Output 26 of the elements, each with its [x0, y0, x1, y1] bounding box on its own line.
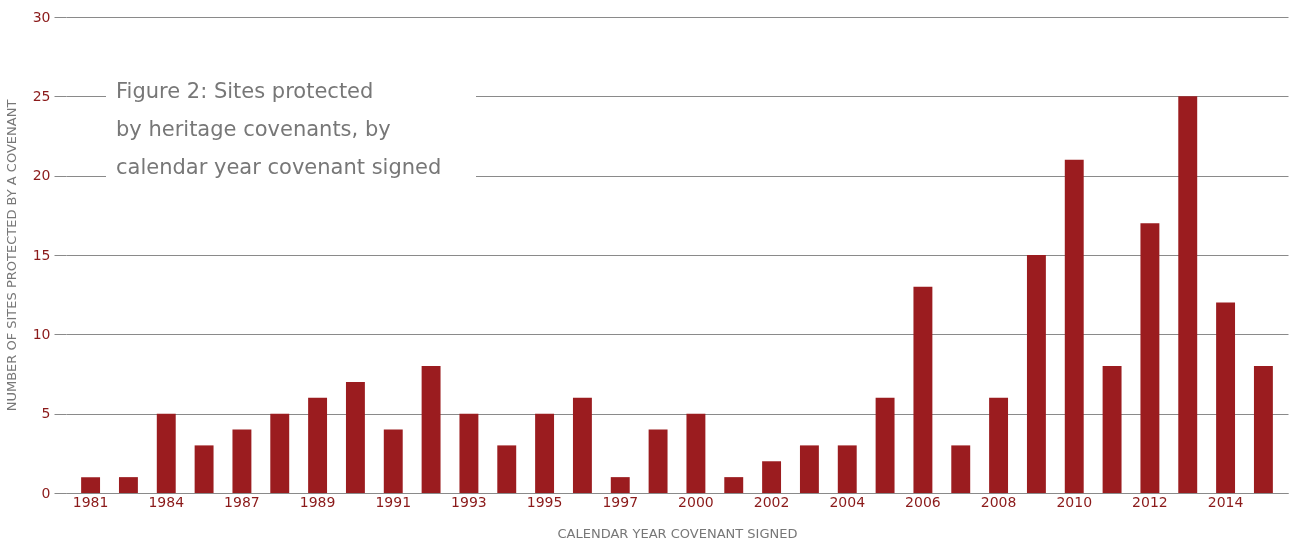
x-tick-label: 1993 [451, 493, 487, 510]
x-tick-label: 1987 [224, 493, 260, 510]
y-tick-label: 0 [41, 484, 51, 501]
x-tick-label: 2008 [980, 493, 1017, 510]
x-tick-label: 1991 [375, 493, 412, 510]
x-tick-label: 1995 [526, 493, 563, 510]
y-tick-label: 20 [32, 167, 51, 184]
x-tick-label: 1984 [148, 493, 185, 510]
y-tick-label: 30 [32, 8, 51, 25]
x-axis-title: CALENDAR YEAR COVENANT SIGNED [557, 525, 798, 541]
text: Figure 2: Sites protected by heritage covenants, by calendar year covenant signed [116, 79, 442, 179]
x-tick-label: 2004 [829, 493, 866, 510]
x-tick-label: 2002 [753, 493, 790, 510]
x-tick-label: 2006 [905, 493, 941, 510]
y-tick-label: 15 [32, 246, 51, 263]
x-tick-label: 2014 [1207, 493, 1244, 510]
y-tick-label: 5 [41, 405, 51, 422]
x-tick-label: 1981 [72, 493, 109, 510]
y-tick-label: 10 [32, 325, 51, 342]
x-tick-label: 2010 [1056, 493, 1093, 510]
y-tick-label: 25 [32, 87, 51, 104]
x-tick-label: 1997 [602, 493, 639, 510]
x-tick-label: 2000 [678, 493, 714, 510]
x-tick-label: 2012 [1132, 493, 1168, 510]
y-axis-title: NUMBER OF SITES PROTECTED BY A COVENANT [3, 99, 19, 412]
x-tick-label: 1989 [299, 493, 336, 510]
